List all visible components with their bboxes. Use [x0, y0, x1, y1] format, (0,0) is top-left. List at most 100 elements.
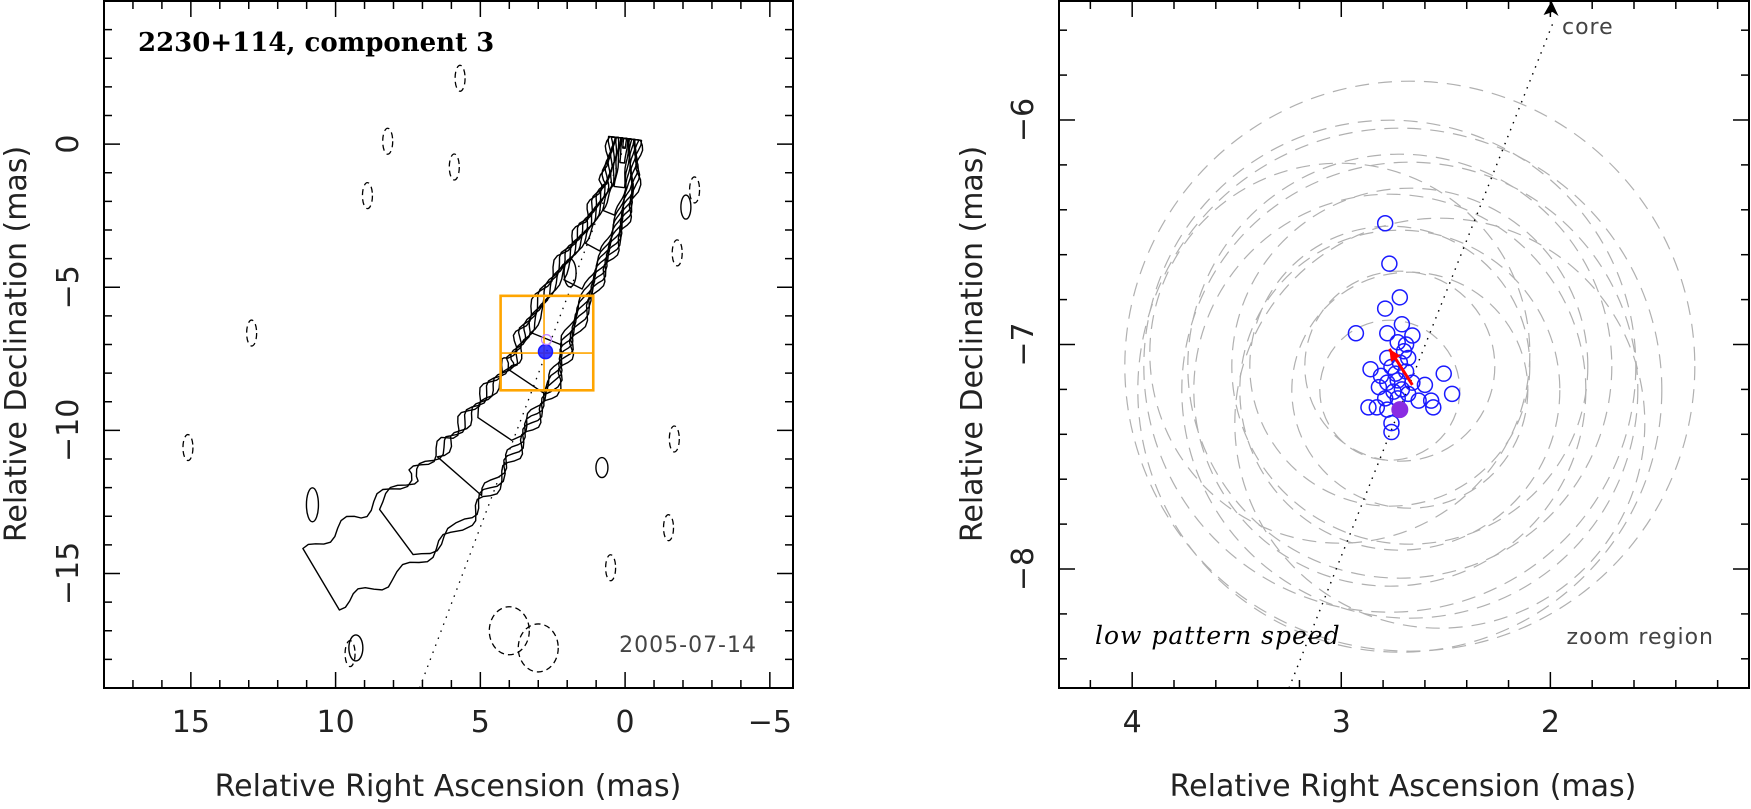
position-circle — [1347, 325, 1365, 342]
negative-contour — [604, 554, 617, 582]
zoom-region-label: zoom region — [1567, 625, 1714, 650]
negative-contour — [448, 153, 460, 181]
filled-position — [1391, 401, 1409, 419]
y-tick-label: −15 — [51, 542, 86, 605]
left-panel: 15 10 5 0 −50−5−10−15 2230+114, component 3 … — [0, 0, 794, 804]
position-circle — [1397, 336, 1415, 353]
error-circle — [1149, 162, 1531, 544]
position-circle — [1393, 316, 1411, 333]
contour-level — [436, 136, 640, 497]
negative-contour — [668, 425, 680, 453]
component-dot — [537, 343, 554, 360]
jet-contours — [302, 135, 692, 662]
position-circle — [1379, 325, 1396, 342]
x-tick-label: 3 — [1332, 705, 1351, 740]
x-tick-label: 5 — [471, 705, 490, 740]
error-circle — [1143, 119, 1637, 613]
error-circle — [1319, 319, 1461, 461]
component-marker — [537, 334, 554, 360]
right-plot-frame — [1058, 0, 1750, 689]
negative-contour — [517, 623, 559, 673]
core-label: core — [1562, 15, 1614, 40]
error-circle — [1249, 225, 1531, 507]
jet-axis — [418, 143, 626, 689]
left-y-axis-label: Relative Declination (mas) — [0, 146, 34, 542]
negative-contour — [361, 181, 374, 210]
jet-axis-line — [418, 143, 626, 689]
error-circle — [1304, 270, 1496, 462]
position-circle — [1376, 215, 1394, 232]
velocity-head — [1389, 348, 1401, 362]
negative-contour — [245, 319, 258, 347]
right-x-axis-label: Relative Right Ascension (mas) — [1170, 769, 1637, 804]
position-circle — [1383, 414, 1400, 432]
y-tick-label: −5 — [51, 265, 86, 309]
x-tick-label: 2 — [1541, 705, 1560, 740]
position-circle — [1425, 399, 1442, 416]
contour-level — [619, 137, 629, 164]
error-circle — [1187, 153, 1613, 579]
position-circle — [1376, 390, 1394, 407]
error-circle — [1239, 229, 1561, 551]
contour-blob — [680, 194, 692, 220]
negative-contour — [688, 176, 701, 204]
position-circle — [1376, 300, 1394, 317]
position-circle — [1391, 354, 1409, 371]
position-circle — [1410, 392, 1427, 409]
component-positions — [1347, 215, 1461, 441]
position-circle — [1368, 399, 1386, 416]
position-circle — [1360, 399, 1377, 416]
contour-blob — [305, 487, 320, 523]
position-circle — [1404, 327, 1421, 344]
contour-blob — [348, 634, 364, 662]
error-circle — [1231, 187, 1589, 545]
negative-contour — [488, 606, 530, 656]
velocity-arrow — [1388, 348, 1414, 386]
contour-level — [507, 136, 637, 395]
y-tick-label: 0 — [51, 135, 86, 154]
position-circle — [1422, 392, 1440, 409]
y-tick-label: −6 — [1006, 98, 1041, 142]
position-circle — [1416, 376, 1434, 394]
y-tick-label: −8 — [1006, 547, 1041, 591]
error-circle — [1137, 127, 1663, 653]
x-tick-label: 0 — [616, 705, 635, 740]
negative-contour — [182, 433, 194, 462]
negative-contour — [662, 514, 675, 542]
right-y-axis-label: Relative Declination (mas) — [955, 146, 990, 542]
contour-blob — [595, 456, 609, 479]
error-circle — [1181, 161, 1639, 619]
x-tick-label: 4 — [1123, 705, 1142, 740]
left-plot-frame — [103, 0, 794, 689]
left-tick-labels: 15 10 5 0 −5 0 −5 −10 −15 — [51, 135, 792, 740]
right-panel: 4 3 2 −6 −7 −8 core low pattern speed zoom re… — [955, 0, 1750, 804]
left-date: 2005-07-14 — [619, 633, 757, 658]
position-circle — [1370, 378, 1388, 396]
left-x-axis-label: Relative Right Ascension (mas) — [215, 769, 682, 804]
x-tick-label: 15 — [172, 705, 210, 740]
zoom-box-rect — [499, 294, 595, 392]
contour-level — [613, 137, 630, 189]
x-tick-label: −5 — [748, 705, 792, 740]
position-circle — [1362, 360, 1379, 378]
negative-contour — [382, 127, 394, 155]
y-tick-label: −10 — [51, 399, 86, 462]
negative-contour — [671, 239, 683, 267]
position-circle — [1383, 423, 1400, 441]
error-circle — [1124, 80, 1696, 652]
core-line — [1288, 18, 1556, 689]
negative-contours — [182, 64, 701, 673]
position-circle — [1381, 255, 1398, 272]
position-circle — [1389, 334, 1406, 351]
right-ticks — [1059, 1, 1749, 688]
error-circles — [1124, 80, 1696, 653]
negative-contour — [454, 64, 466, 92]
position-circle — [1391, 289, 1409, 306]
error-circle — [1193, 193, 1587, 587]
low-pattern-speed-label: low pattern speed — [1095, 621, 1341, 650]
contour-level — [602, 137, 631, 216]
right-tick-labels: 4 3 2 −6 −7 −8 — [1006, 98, 1560, 740]
y-tick-label: −7 — [1006, 322, 1041, 366]
negative-contour — [344, 640, 356, 668]
